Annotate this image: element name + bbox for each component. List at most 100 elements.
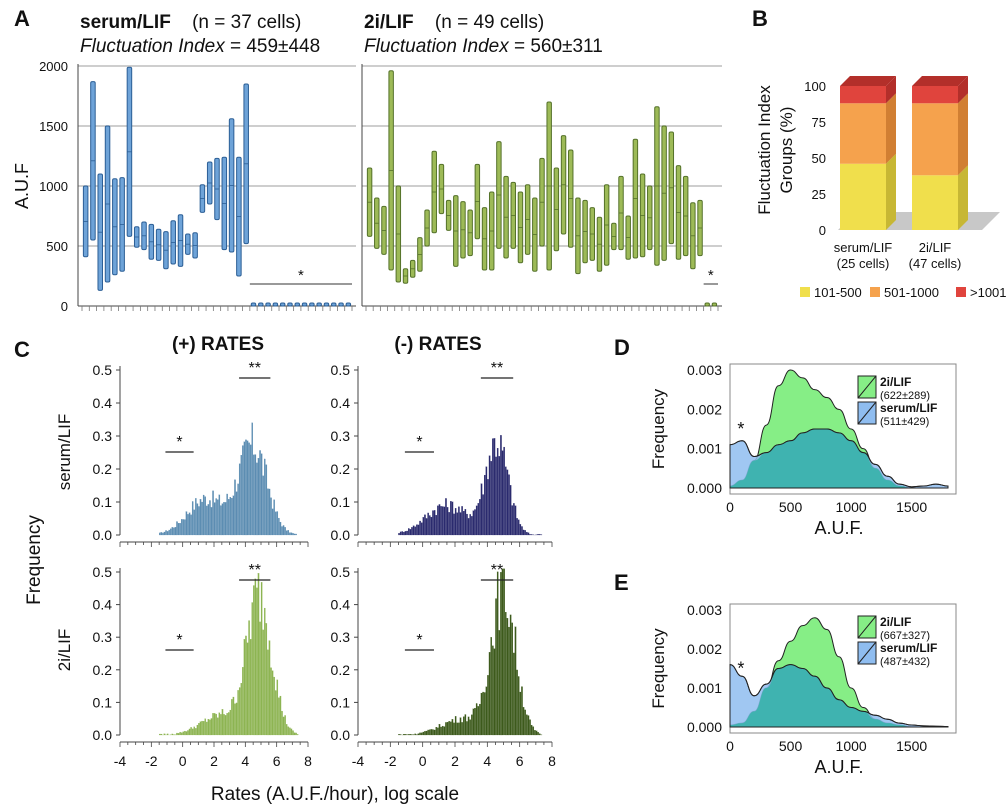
histogram-bin xyxy=(530,724,533,736)
histogram-bin xyxy=(270,497,272,536)
histogram-bin xyxy=(416,524,418,536)
density-y-tick-label: 0.000 xyxy=(687,719,722,735)
histogram-bin xyxy=(506,618,509,736)
density-area-overlap xyxy=(730,429,948,488)
histogram-bin xyxy=(492,645,494,736)
histogram-bin xyxy=(190,514,192,536)
histogram-bin xyxy=(234,703,236,736)
panel-c-x-tick-label: 8 xyxy=(548,753,556,769)
histogram-bin xyxy=(448,512,450,536)
histogram-bin xyxy=(235,491,238,536)
range-bar-serum xyxy=(316,302,322,307)
panel-a-title-twoi: 2i/LIF (n = 49 cells) xyxy=(364,12,544,33)
histogram-bin xyxy=(284,715,286,736)
histogram-bin xyxy=(479,703,481,736)
histogram-bin xyxy=(513,652,515,736)
panel-c-y-tick-label: 0.5 xyxy=(331,564,351,580)
range-bar-serum xyxy=(272,302,279,307)
histogram-bin xyxy=(159,532,161,536)
histogram-bin xyxy=(198,506,200,536)
histogram-bin xyxy=(223,502,225,536)
histogram-bin xyxy=(399,734,402,736)
histogram-bin xyxy=(495,598,497,736)
panel-a-significance-star: * xyxy=(708,267,714,284)
panel-label-b: B xyxy=(752,6,768,31)
histogram-bin xyxy=(493,648,496,736)
histogram-bin xyxy=(461,506,463,536)
histogram-bin xyxy=(514,626,517,736)
histogram-bin xyxy=(482,494,484,536)
histogram-bin xyxy=(228,712,230,736)
histogram-bin xyxy=(207,504,210,536)
histogram-bin xyxy=(448,721,450,736)
histogram-bin xyxy=(459,512,462,536)
histogram-bin xyxy=(484,692,486,736)
histogram-bin xyxy=(420,732,423,736)
histogram-bin xyxy=(501,568,504,736)
histogram-bin xyxy=(259,450,261,536)
histogram-bin xyxy=(519,691,522,736)
panel-b-category-label: (25 cells) xyxy=(837,256,890,271)
panel-c-y-tick-label: 0.5 xyxy=(93,564,113,580)
histogram-bin xyxy=(215,713,217,736)
histogram-bin xyxy=(254,578,257,736)
histogram-bin xyxy=(420,522,423,536)
histogram-bin xyxy=(191,728,194,736)
histogram-bin xyxy=(271,670,274,736)
histogram-bin xyxy=(226,493,228,536)
panel-a-subtitle-twoi: Fluctuation Index = 560±311 xyxy=(364,36,603,57)
histogram-bin xyxy=(430,516,433,536)
histogram-bin xyxy=(170,528,172,536)
histogram-bin xyxy=(243,639,246,736)
histogram-bin xyxy=(231,498,233,536)
density-x-tick-label: 1500 xyxy=(896,499,927,515)
histogram-bin xyxy=(485,686,488,736)
histogram-bin xyxy=(293,533,296,536)
histogram-bin xyxy=(516,518,518,536)
density-x-tick-label: 1500 xyxy=(896,738,927,754)
histogram-bin xyxy=(259,621,261,736)
histogram-bin xyxy=(249,639,252,736)
histogram-bin xyxy=(171,527,174,536)
histogram-bin xyxy=(408,734,410,736)
histogram-bin xyxy=(204,496,206,536)
histogram-bin xyxy=(492,438,494,536)
histogram-bin xyxy=(253,585,255,736)
histogram-bin xyxy=(220,714,222,736)
panel-c-y-tick-label: 0.0 xyxy=(93,527,113,543)
panel-c-y-tick-label: 0.3 xyxy=(331,428,351,444)
panel-c-row-title: serum/LIF xyxy=(55,414,74,491)
legend-label-1: 501-1000 xyxy=(884,285,939,300)
histogram-bin xyxy=(475,703,478,736)
panel-c-significance-star: * xyxy=(416,632,422,649)
histogram-bin xyxy=(482,691,484,736)
histogram-bin xyxy=(403,531,405,536)
stack-segment-top xyxy=(840,76,896,86)
panel-label-a: A xyxy=(14,6,30,31)
histogram-bin xyxy=(487,675,489,736)
histogram-bin xyxy=(210,718,213,736)
panel-c-y-tick-label: 0.5 xyxy=(93,362,113,378)
density-y-tick-label: 0.001 xyxy=(687,441,722,457)
panel-c-x-tick-label: 4 xyxy=(483,753,491,769)
histogram-bin xyxy=(246,642,249,736)
histogram-bin xyxy=(195,728,197,736)
histogram-bin xyxy=(527,715,530,736)
histogram-bin xyxy=(292,533,294,536)
histogram-bin xyxy=(260,453,263,536)
histogram-bin xyxy=(424,514,426,536)
histogram-bin xyxy=(257,573,260,736)
panel-c-y-tick-label: 0.1 xyxy=(331,494,351,510)
histogram-bin xyxy=(425,730,428,736)
histogram-bin xyxy=(221,503,224,536)
histogram-bin xyxy=(522,529,525,536)
panel-b-y-axis-label: Fluctuation Index xyxy=(755,85,774,215)
histogram-bin xyxy=(471,516,473,536)
histogram-bin xyxy=(256,587,258,736)
panel-a-y-tick-label: 1500 xyxy=(39,119,68,134)
histogram-bin xyxy=(212,713,214,736)
panel-c-x-tick-label: 2 xyxy=(210,753,218,769)
histogram-bin xyxy=(278,697,280,736)
histogram-bin xyxy=(188,512,191,536)
